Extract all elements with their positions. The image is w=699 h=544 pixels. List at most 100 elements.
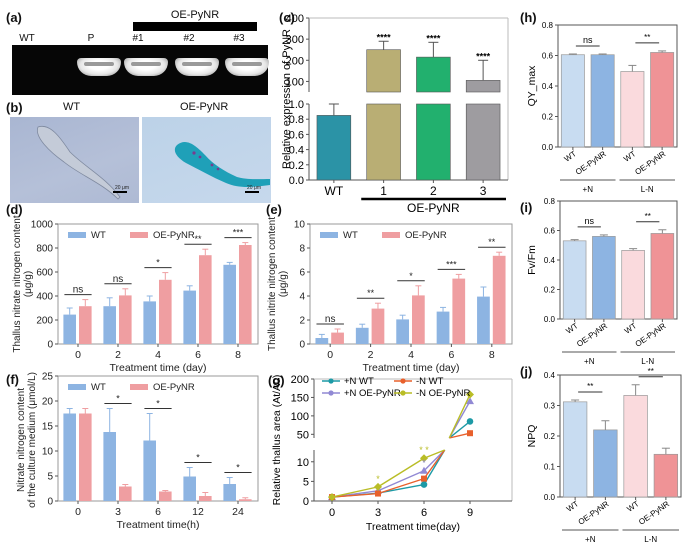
legend-label: OE-PyNR [405, 230, 447, 241]
significance-label: ** [648, 368, 654, 376]
y-tick-label: 0.8 [542, 21, 554, 30]
data-point [420, 454, 428, 463]
bar [590, 54, 615, 148]
x-tick-label: 12 [192, 506, 204, 518]
bar [79, 306, 92, 344]
significance-label: * [236, 463, 240, 473]
y-tick-label: 1000 [31, 220, 54, 231]
y-tick-label: 0.4 [544, 371, 556, 380]
x-axis-label: Treatment time(day) [366, 521, 460, 533]
x-tick-label: OE-PyNR [634, 321, 668, 349]
y-tick-label: 4 [299, 292, 305, 303]
data-point [466, 418, 474, 425]
legend-label: WT [91, 230, 106, 241]
legend-marker [400, 390, 406, 396]
bar [650, 52, 675, 148]
y-axis-label: Relative thallus area (At/A0) [271, 375, 283, 506]
y-tick-label: 300 [286, 34, 304, 46]
bar [183, 290, 196, 344]
y-tick-label: 20 [42, 397, 54, 408]
data-point [375, 490, 381, 497]
significance-label: ** [367, 288, 375, 298]
significance-label: * [116, 394, 120, 404]
x-tick-label: OE-PyNR [637, 499, 671, 527]
y-tick-label: 15 [42, 422, 54, 433]
bar-lower [465, 103, 501, 181]
y-axis-label: Relative expression of PyNR [281, 29, 293, 169]
legend-label: +N OE-PyNR [344, 388, 401, 399]
y-tick-label: 0.6 [289, 129, 304, 141]
bar [396, 319, 409, 344]
legend-swatch [320, 232, 338, 238]
panel-label-h: (h) [520, 10, 537, 25]
bar [492, 255, 506, 344]
legend-marker [400, 378, 406, 384]
y-tick-label: 0.1 [544, 463, 556, 472]
y-axis-label: Fv/Fm [526, 245, 538, 275]
y-tick-label: 0.3 [544, 402, 556, 411]
significance-label: **** [377, 32, 392, 42]
scale-bar-label: 20 μm [247, 185, 261, 191]
y-axis-label: Nitrate nitrogen content [16, 388, 27, 492]
panel-label-d: (d) [6, 202, 23, 217]
y-tick-label: 800 [36, 244, 53, 255]
data-point [466, 390, 474, 399]
bar [620, 71, 645, 148]
y-tick-label: 0.2 [544, 286, 556, 295]
bar [316, 115, 352, 181]
bar [623, 395, 648, 498]
significance-label: ns [583, 35, 593, 45]
y-tick-label: 100 [286, 76, 304, 88]
significance-label: ns [325, 314, 336, 325]
y-tick-label: 200 [291, 374, 309, 386]
bar [436, 311, 450, 344]
legend-label: -N OE-PyNR [416, 388, 471, 399]
bar [650, 233, 675, 320]
gel-band [225, 58, 269, 76]
y-tick-label: 10 [294, 220, 306, 231]
legend-swatch [130, 232, 148, 238]
y-axis-label: NPQ [526, 425, 538, 448]
y-tick-label: 0 [47, 340, 53, 351]
y-tick-label: 8 [299, 244, 305, 255]
bar-upper [366, 49, 401, 93]
bar [63, 314, 76, 344]
y-tick-label: 0.2 [542, 113, 554, 122]
significance-label: **** [476, 51, 491, 61]
y-tick-label: 0.2 [544, 432, 556, 441]
gel-band [124, 58, 168, 76]
x-tick-label: 6 [155, 506, 161, 518]
x-tick-label: 6 [448, 349, 454, 361]
significance-label: ** [644, 33, 650, 42]
annotation: * * [419, 445, 429, 455]
legend-label: +N WT [344, 376, 374, 387]
bar [355, 327, 369, 344]
y-tick-label: 400 [286, 13, 304, 25]
bar-lower [416, 103, 451, 181]
bar [199, 255, 212, 344]
panel-label-b: (b) [6, 100, 23, 115]
y-tick-label: 0 [47, 497, 53, 508]
chart-d: 0 200 400 600 800 1000 0 ns 2 ns 4 * 6 ** 8 *** WT OE-PyN… [12, 215, 259, 374]
significance-label: ** [194, 234, 202, 244]
y-tick-label: 0.2 [289, 160, 304, 172]
bar [560, 54, 585, 148]
scale-bar [245, 191, 259, 193]
micrograph-oe: 20 μm [142, 117, 271, 203]
y-tick-label: 0.6 [544, 227, 556, 236]
data-point [328, 493, 336, 502]
x-tick-label: 0 [329, 507, 335, 519]
y-axis-label: QY_max [526, 65, 538, 107]
data-point [421, 475, 427, 482]
bar [159, 279, 172, 344]
series-line [423, 449, 446, 480]
significance-label: ** [645, 212, 651, 221]
legend-label: OE-PyNR [153, 382, 195, 393]
bar-lower [366, 103, 401, 181]
bar [143, 440, 156, 501]
x-tick-label: 4 [408, 349, 414, 361]
y-axis-label: Thallus nitrate nitrogen content [12, 215, 23, 353]
bar [412, 295, 425, 344]
